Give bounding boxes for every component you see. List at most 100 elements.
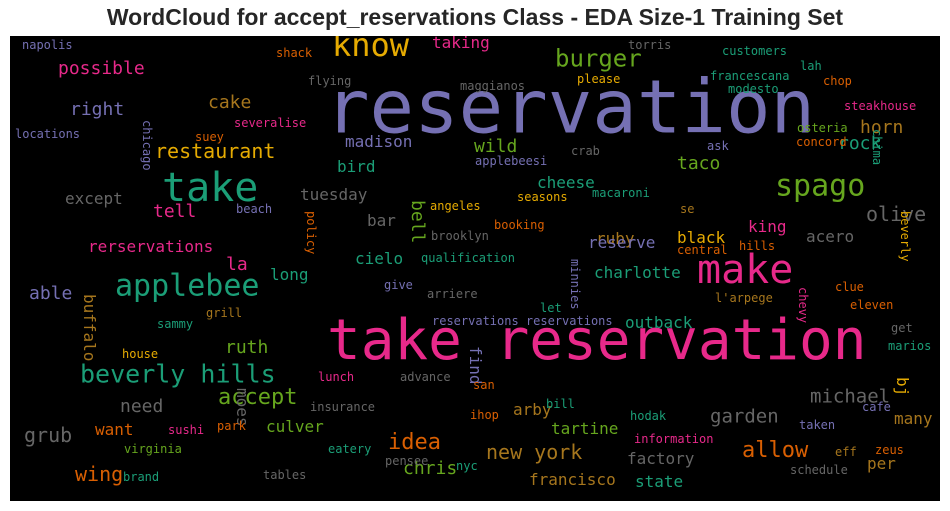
word-buffalo: buffalo [80,294,99,361]
word-locations: locations [15,127,80,141]
word-clue: clue [835,280,864,294]
word-ruby: ruby [596,229,635,248]
word-give: give [384,278,413,292]
word-know: know [332,36,410,64]
word-beach: beach [236,202,272,216]
word-idea: idea [388,430,441,455]
word-rock: rock [838,133,882,154]
word-garden: garden [710,406,779,428]
word-restaurant: restaurant [155,139,275,163]
word-cake: cake [208,92,251,113]
word-osteria: osteria [797,121,848,135]
word-advance: advance [400,370,451,384]
word-severalise: severalise [234,116,306,130]
word-virginia: virginia [124,442,182,456]
word-taco: taco [677,153,720,174]
word-allow: allow [742,438,809,463]
word-wing: wing [75,462,123,486]
word-central: central [677,243,728,257]
word-get: get [891,321,913,335]
word-macaroni: macaroni [592,186,650,200]
word-michael: michael [810,386,890,408]
word-moes: moes [233,388,252,427]
word-eleven: eleven [850,298,893,312]
word-possible: possible [58,58,145,79]
word-find: find [466,346,485,385]
word-acero: acero [806,227,854,246]
word-charlotte: charlotte [594,263,681,282]
word-insurance: insurance [310,400,375,414]
word-reservations-reservations: reservations reservations [432,314,613,328]
word-reservation: reservation [325,64,815,150]
word-l-arpege: l'arpege [715,291,773,305]
word-hodak: hodak [630,409,667,423]
word-eff: eff [835,445,857,459]
word-brooklyn: brooklyn [431,229,489,243]
word-tables: tables [263,468,306,482]
word-concord: concord [796,135,847,149]
word-wild: wild [474,136,517,157]
word-rerservations: rerservations [88,237,213,256]
word-cafe: cafe [862,400,891,414]
word-ask: ask [707,139,729,153]
word-king: king [748,217,787,236]
chart-title: WordCloud for accept_reservations Class … [106,4,844,30]
word-seasons: seasons [517,190,568,204]
word-beverly: beverly [898,211,912,262]
word-grub: grub [24,423,72,447]
word-napolis: napolis [22,38,73,52]
word-steakhouse: steakhouse [844,99,916,113]
word-black: black [677,228,726,247]
word-minnies: minnies [568,259,582,310]
word-sammy: sammy [157,317,193,331]
word-marios: marios [888,339,931,353]
word-accept: accept [218,385,297,410]
word-ruth: ruth [225,337,268,358]
word-spago: spago [775,169,865,204]
word-take-reservation: take reservation [327,308,866,373]
word-please: please [577,72,620,86]
word-park: park [217,419,247,433]
word-lah: lah [800,59,822,73]
word-horn: horn [860,117,903,138]
word-nyc: nyc [456,459,478,473]
word-make: make [697,247,793,293]
word-grill: grill [206,306,242,320]
wordcloud-canvas: reservation take reservation take make know s… [10,36,940,501]
word-chris: chris [403,458,457,479]
word-francescana: francescana [710,69,789,83]
word-factory: factory [627,449,695,468]
word-information: information [634,432,713,446]
word-per: per [867,454,896,473]
word-lunch: lunch [318,370,354,384]
word-culver: culver [266,417,324,436]
word-se: se [680,202,694,216]
word-san: san [473,378,495,392]
word-long: long [270,265,309,284]
word-suey: suey [195,130,224,144]
word-arby: arby [513,400,552,419]
word-outback: outback [625,313,693,332]
word-sushi: sushi [168,423,204,437]
word-francisco: francisco [529,470,616,489]
word-olive: olive [866,202,926,226]
word-schedule: schedule [790,463,848,477]
word-cielo: cielo [355,249,403,268]
word-tuesday: tuesday [300,185,368,204]
word-bj: bj [893,377,912,396]
word-arriere: arriere [427,287,478,301]
word-chevy: chevy [796,287,810,323]
word-taken: taken [799,418,835,432]
word-chop: chop [823,74,852,88]
word-madison: madison [345,132,412,151]
word-bell: bell [407,200,428,243]
word-except: except [65,189,123,208]
word-modesto: modesto [728,82,779,96]
word-pensee: pensee [385,454,428,468]
word-tell: tell [153,201,196,222]
word-policy: policy [304,211,318,254]
word-state: state [635,472,683,491]
word-torris: torris [628,38,671,52]
word-hills: hills [739,239,775,253]
word-want: want [95,420,134,439]
